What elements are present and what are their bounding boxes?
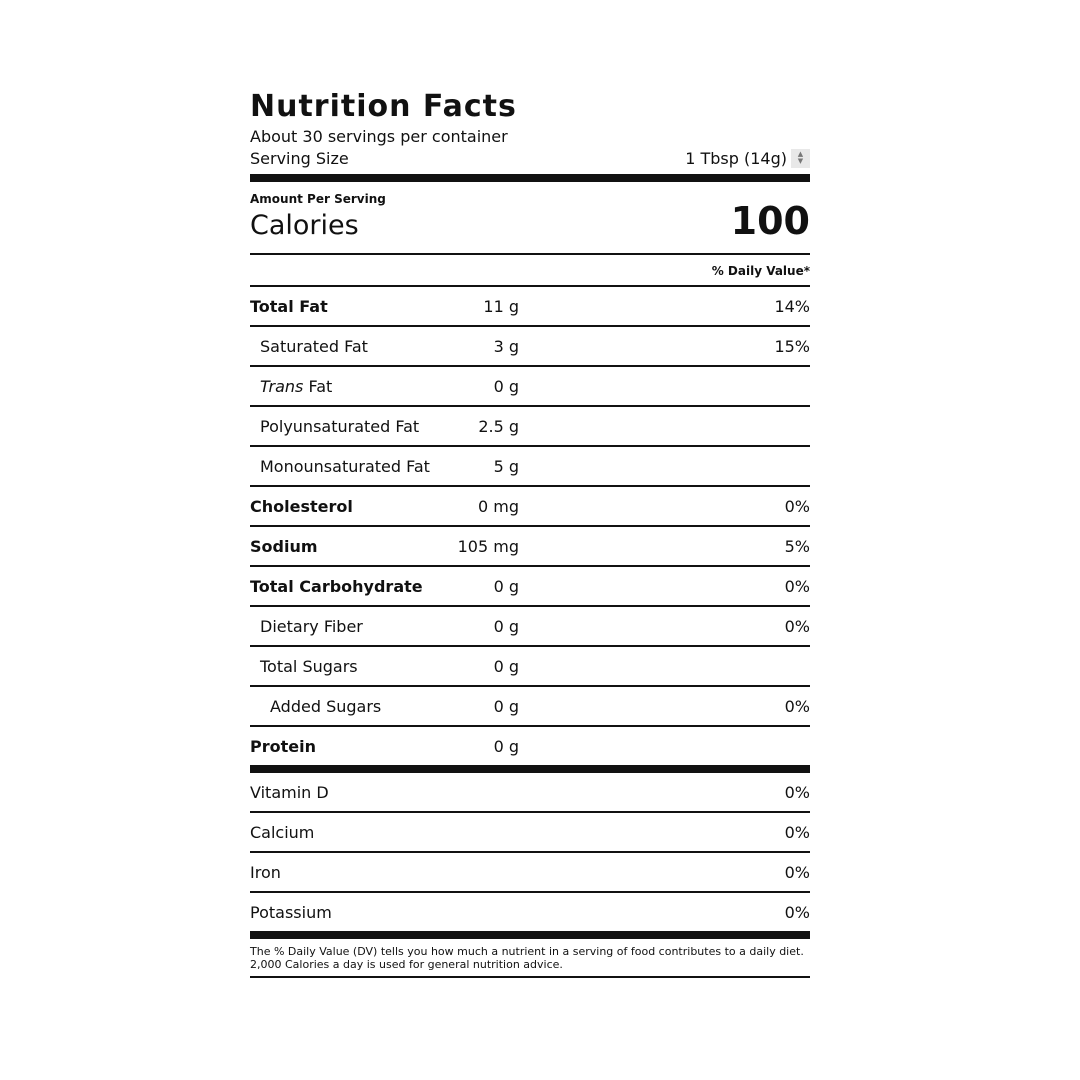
- footnote: The % Daily Value (DV) tells you how muc…: [250, 939, 810, 978]
- vitamin-row: Calcium 0%: [250, 813, 810, 853]
- vitamin-list: Vitamin D 0% Calcium 0% Iron 0% Potassium 0%: [250, 773, 810, 931]
- nutrient-amount: 11 g: [483, 296, 519, 316]
- nutrient-name: Trans Fat: [250, 377, 430, 396]
- nutrient-daily-value: 5%: [784, 536, 810, 556]
- nutrient-amount: 105 mg: [457, 536, 519, 556]
- nutrient-row: Total Sugars 0 g: [250, 647, 810, 687]
- vitamin-daily-value: 0%: [784, 902, 810, 922]
- nutrient-row: Trans Fat 0 g: [250, 367, 810, 407]
- nutrient-name: Cholesterol: [250, 496, 353, 516]
- calories-row: Calories 100: [250, 201, 810, 255]
- nutrient-name: Saturated Fat: [260, 336, 368, 356]
- servings-per-container: About 30 servings per container: [250, 127, 508, 146]
- nutrient-list: Total Fat 11 g 14% Saturated Fat 3 g 15% Trans…: [250, 287, 810, 765]
- nutrient-name: Total Carbohydrate: [250, 576, 423, 596]
- vitamin-row: Potassium 0%: [250, 893, 810, 931]
- nutrient-daily-value: 15%: [774, 336, 810, 356]
- daily-value-header: % Daily Value*: [250, 255, 810, 287]
- chevron-down-icon: ▼: [797, 157, 804, 165]
- serving-size-label: Serving Size: [250, 148, 349, 168]
- nutrient-amount: 0 mg: [477, 496, 519, 516]
- thick-divider: [250, 765, 810, 773]
- calories-label: Calories: [250, 210, 359, 241]
- vitamin-name: Potassium: [250, 902, 332, 922]
- nutrient-amount: 0 g: [493, 696, 519, 716]
- footnote-line: The % Daily Value (DV) tells you how muc…: [250, 945, 804, 958]
- nutrient-row: Sodium 105 mg 5%: [250, 527, 810, 567]
- vitamin-daily-value: 0%: [784, 822, 810, 842]
- nutrient-row: Saturated Fat 3 g 15%: [250, 327, 810, 367]
- nutrient-row: Added Sugars 0 g 0%: [250, 687, 810, 727]
- nutrient-name: Total Sugars: [260, 656, 358, 676]
- nutrient-name: Protein: [250, 736, 316, 756]
- nutrient-amount: 5 g: [493, 456, 519, 476]
- nutrient-name: Sodium: [250, 536, 318, 556]
- thick-divider: [250, 174, 810, 182]
- label-title: Nutrition Facts: [250, 89, 517, 124]
- nutrient-daily-value: 0%: [784, 496, 810, 516]
- nutrient-daily-value: 14%: [774, 296, 810, 316]
- serving-size-row: Serving Size 1 Tbsp (14g) ▲ ▼: [250, 147, 810, 169]
- vitamin-daily-value: 0%: [784, 862, 810, 882]
- nutrient-row: Dietary Fiber 0 g 0%: [250, 607, 810, 647]
- nutrient-row: Monounsaturated Fat 5 g: [250, 447, 810, 487]
- footnote-line: 2,000 Calories a day is used for general…: [250, 958, 563, 971]
- thick-divider: [250, 931, 810, 939]
- serving-size-stepper[interactable]: ▲ ▼: [791, 148, 810, 168]
- vitamin-daily-value: 0%: [784, 782, 810, 802]
- nutrient-name: Monounsaturated Fat: [260, 456, 430, 476]
- vitamin-name: Vitamin D: [250, 782, 329, 802]
- vitamin-name: Iron: [250, 862, 281, 882]
- nutrient-row: Polyunsaturated Fat 2.5 g: [250, 407, 810, 447]
- nutrient-amount: 0 g: [493, 576, 519, 596]
- nutrient-row: Total Fat 11 g 14%: [250, 287, 810, 327]
- nutrient-amount: 3 g: [493, 336, 519, 356]
- serving-size-value: 1 Tbsp (14g): [685, 148, 787, 168]
- vitamin-row: Iron 0%: [250, 853, 810, 893]
- calories-value: 100: [730, 199, 810, 243]
- nutrient-daily-value: 0%: [784, 696, 810, 716]
- nutrient-row: Cholesterol 0 mg 0%: [250, 487, 810, 527]
- nutrient-name: Dietary Fiber: [260, 616, 363, 636]
- nutrient-daily-value: 0%: [784, 616, 810, 636]
- nutrient-name: Added Sugars: [270, 696, 382, 716]
- vitamin-name: Calcium: [250, 822, 315, 842]
- nutrient-name-italic: Trans: [260, 376, 304, 396]
- nutrient-amount: 0 g: [493, 616, 519, 636]
- vitamin-row: Vitamin D 0%: [250, 773, 810, 813]
- nutrient-name-suffix: Fat: [303, 376, 333, 396]
- nutrient-name: Polyunsaturated Fat: [260, 416, 420, 436]
- nutrient-row: Total Carbohydrate 0 g 0%: [250, 567, 810, 607]
- nutrient-name: Total Fat: [250, 296, 328, 316]
- nutrient-amount: 2.5 g: [478, 416, 519, 436]
- amount-per-serving: Amount Per Serving: [250, 192, 386, 206]
- nutrient-daily-value: 0%: [784, 576, 810, 596]
- nutrient-amount: 0 g: [493, 376, 519, 396]
- nutrient-amount: 0 g: [493, 656, 519, 676]
- nutrient-row: Protein 0 g: [250, 727, 810, 765]
- nutrition-label: Nutrition Facts About 30 servings per co…: [250, 88, 810, 978]
- chevron-up-icon: ▲: [797, 150, 804, 158]
- nutrient-amount: 0 g: [493, 736, 519, 756]
